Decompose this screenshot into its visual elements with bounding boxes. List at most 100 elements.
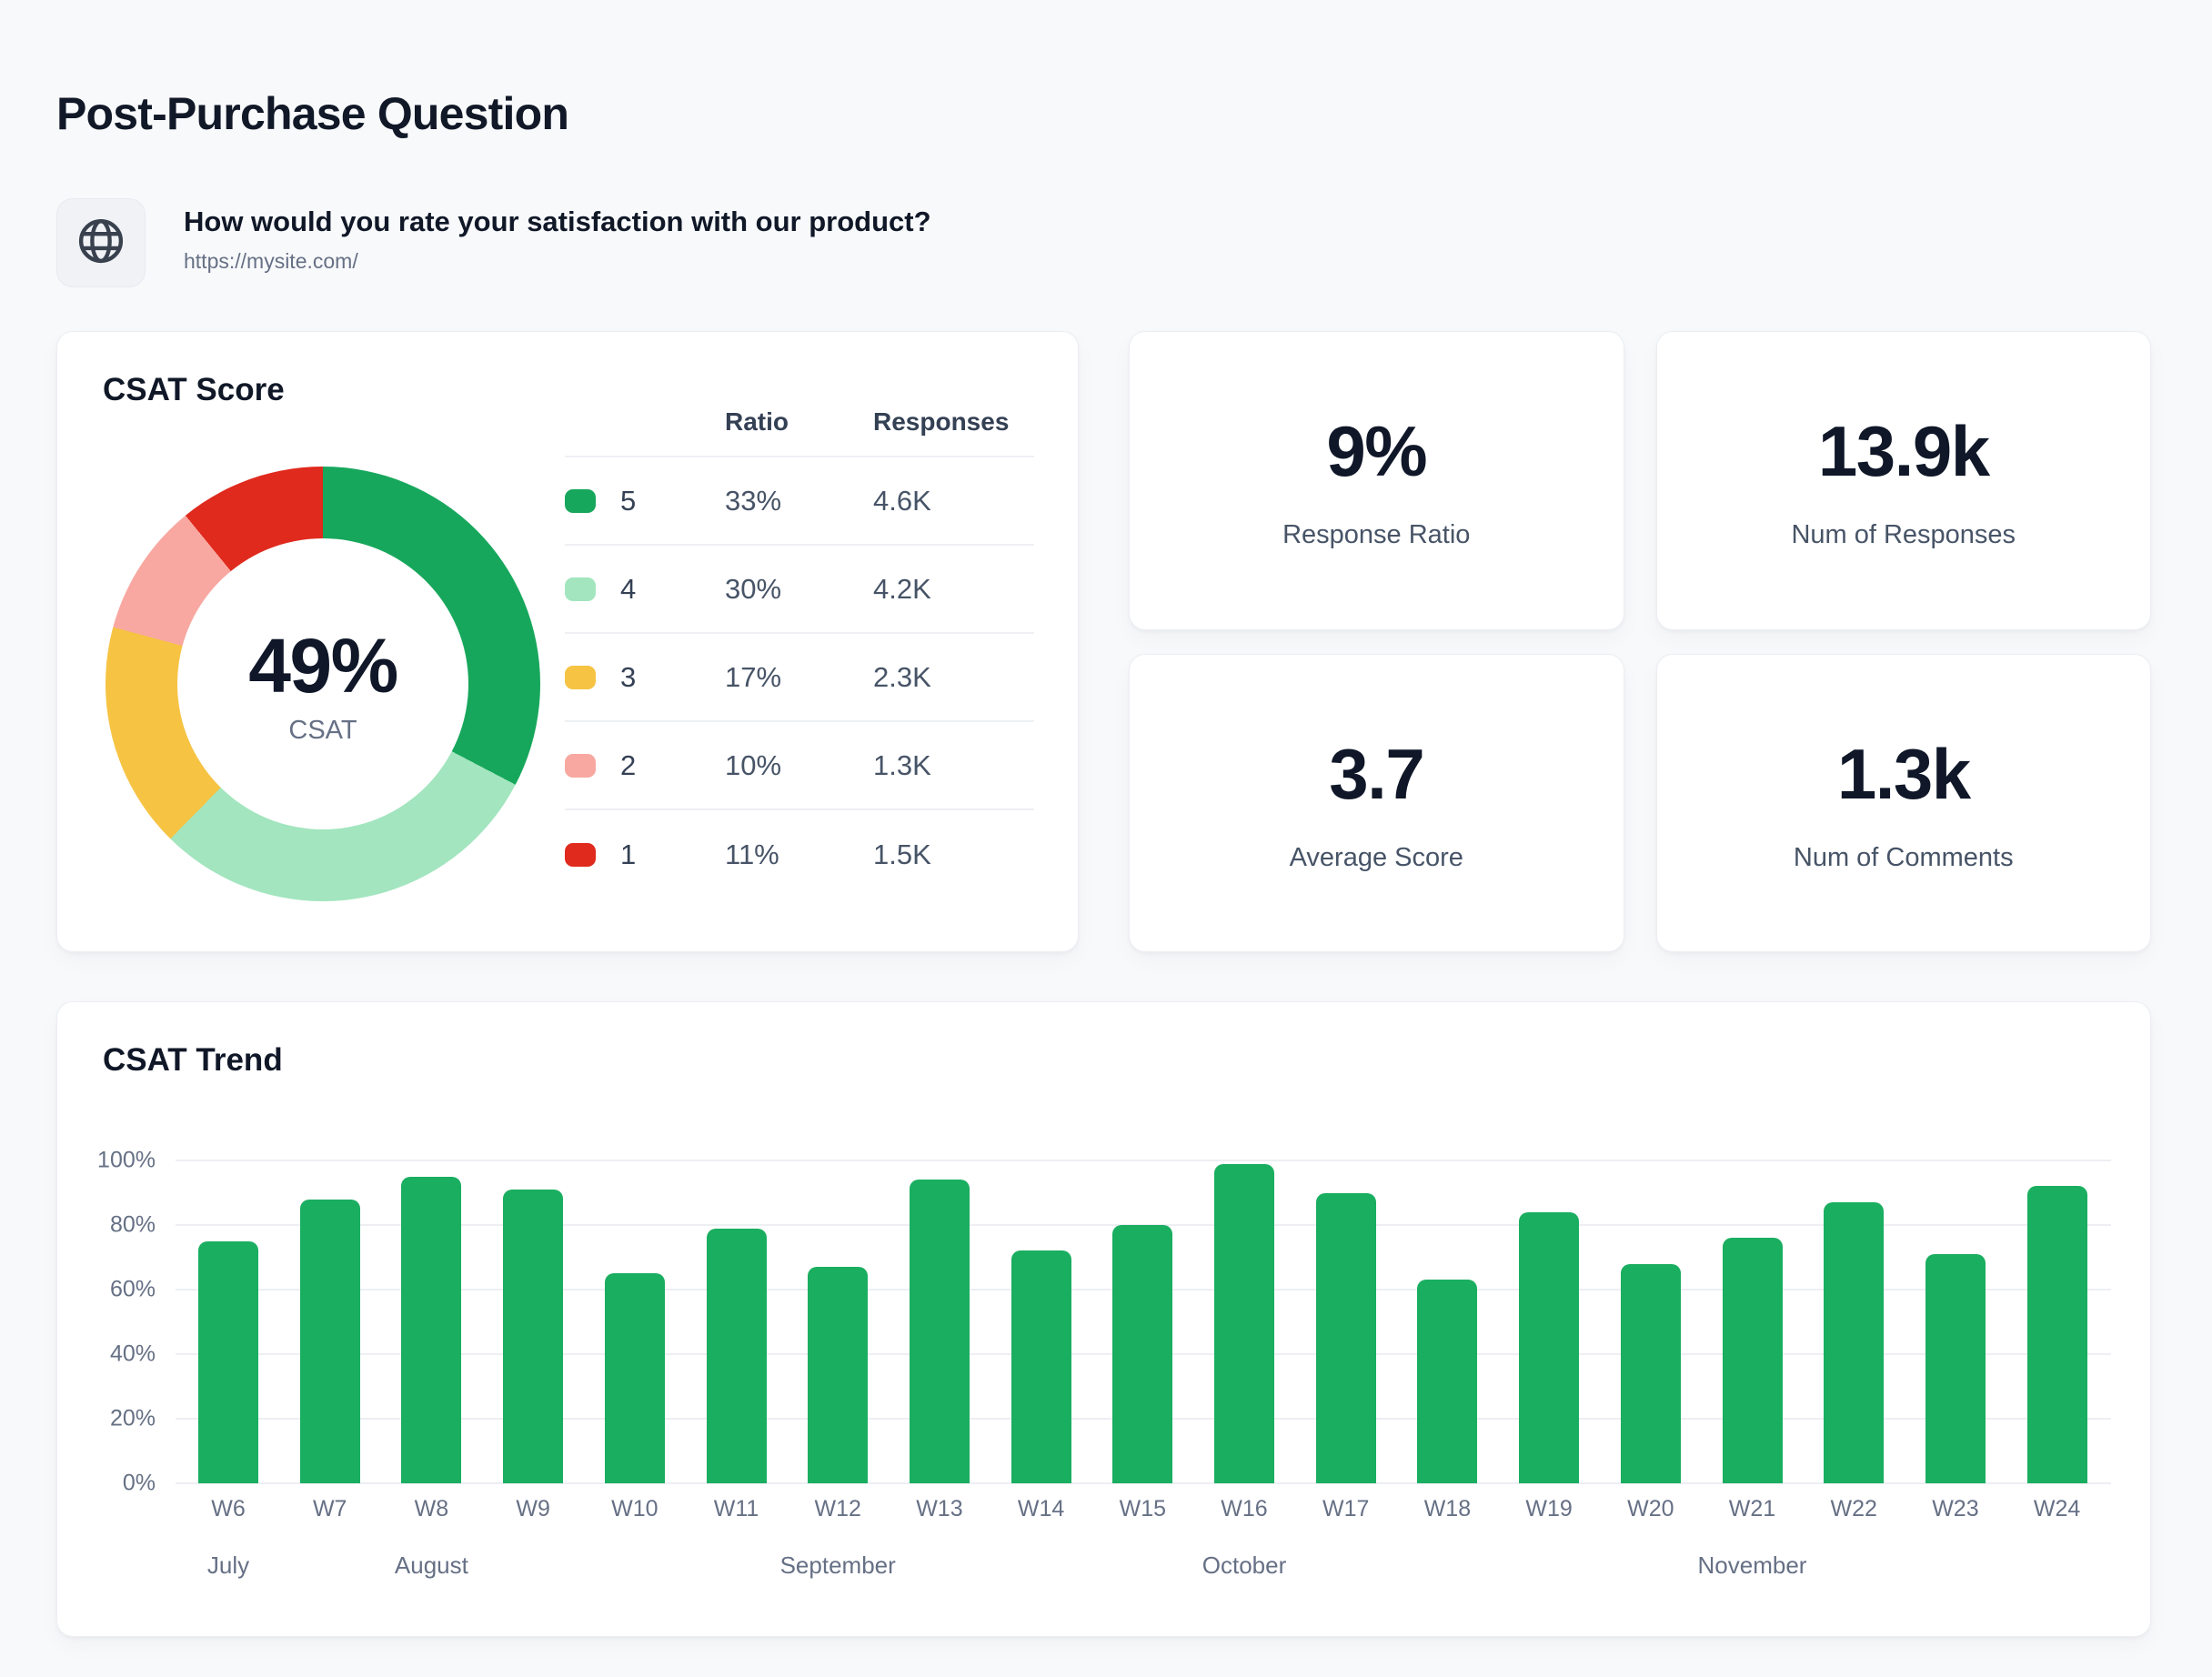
rating-legend: 2 (565, 749, 725, 782)
table-row-rating-5: 5 33% 4.6K (565, 457, 1034, 546)
x-axis-label-W23: W23 (1932, 1496, 1979, 1521)
month-label-november: November (1697, 1551, 1807, 1579)
legend-swatch-icon (565, 753, 596, 778)
trend-bar-W10[interactable] (604, 1273, 665, 1483)
rating-value: 1 (620, 838, 637, 870)
question-text: How would you rate your satisfaction wit… (184, 206, 931, 237)
trend-bar-W15[interactable] (1112, 1225, 1173, 1483)
x-axis-label-W6: W6 (211, 1496, 246, 1521)
x-axis-label-W9: W9 (516, 1496, 550, 1521)
trend-bar-W18[interactable] (1417, 1280, 1478, 1483)
trend-bar-W12[interactable] (808, 1267, 869, 1483)
stat-value: 1.3k (1836, 733, 1971, 814)
csat-score-title: CSAT Score (103, 372, 285, 407)
responses-cell: 2.3K (873, 660, 931, 693)
stat-cards-grid: 9% Response Ratio 13.9k Num of Responses 3.7… (1129, 331, 2151, 952)
page-title: Post-Purchase Question (56, 88, 569, 139)
responses-column-header: Responses (873, 407, 1010, 436)
rating-table-header: Ratio Responses (565, 388, 1034, 457)
trend-bar-W21[interactable] (1722, 1238, 1783, 1483)
trend-bar-W16[interactable] (1214, 1163, 1274, 1483)
x-axis-label-W15: W15 (1119, 1496, 1166, 1521)
ratio-column-header: Ratio (725, 407, 789, 436)
x-axis-label-W22: W22 (1830, 1496, 1877, 1521)
legend-swatch-icon (565, 488, 596, 513)
responses-cell: 1.3K (873, 748, 931, 781)
rating-table-body: 5 33% 4.6K 4 30% 4.2K 3 17% 2.3K 2 10% 1.3K 1 11% 1.5K (565, 457, 1034, 899)
rating-legend: 5 (565, 485, 725, 517)
y-axis-tick-20%: 20% (109, 1405, 156, 1431)
stat-value: 13.9k (1817, 411, 1990, 492)
x-axis-label-W19: W19 (1525, 1496, 1573, 1521)
x-axis-label-W10: W10 (611, 1496, 659, 1521)
trend-bar-W20[interactable] (1620, 1263, 1681, 1483)
x-axis-label-W13: W13 (916, 1496, 963, 1521)
gridline-0% (176, 1482, 2111, 1484)
trend-bar-W19[interactable] (1519, 1211, 1580, 1483)
x-axis-label-W14: W14 (1017, 1496, 1065, 1521)
trend-bar-W14[interactable] (1010, 1250, 1071, 1483)
stat-card-num-of-comments: 1.3k Num of Comments (1655, 653, 2151, 952)
csat-score-value: 49% (248, 623, 398, 708)
question-icon-box (56, 198, 146, 287)
trend-bar-W13[interactable] (909, 1180, 970, 1483)
x-axis-label-W21: W21 (1728, 1496, 1776, 1521)
trend-bar-W24[interactable] (2026, 1186, 2087, 1483)
csat-trend-title: CSAT Trend (103, 1042, 283, 1078)
rating-value: 3 (620, 660, 637, 693)
trend-bar-W22[interactable] (1824, 1202, 1885, 1483)
stat-label: Average Score (1289, 842, 1463, 872)
x-axis-label-W12: W12 (814, 1496, 861, 1521)
month-label-august: August (394, 1551, 468, 1579)
stat-card-num-of-responses: 13.9k Num of Responses (1655, 331, 2151, 630)
question-url: https://mysite.com/ (184, 249, 358, 273)
csat-score-card: CSAT Score 49% CSAT Ratio Responses 5 33%… (56, 331, 1079, 952)
x-axis-label-W18: W18 (1423, 1496, 1472, 1521)
csat-score-label: CSAT (288, 716, 357, 745)
x-axis-label-W24: W24 (2033, 1496, 2081, 1521)
stat-value: 3.7 (1329, 733, 1424, 814)
rating-legend: 4 (565, 573, 725, 606)
stat-label: Num of Comments (1793, 842, 2014, 872)
legend-swatch-icon (565, 577, 596, 601)
rating-legend: 3 (565, 661, 725, 694)
question-text-block: How would you rate your satisfaction wit… (184, 198, 931, 274)
legend-swatch-icon (565, 842, 596, 867)
question-block: How would you rate your satisfaction wit… (56, 198, 931, 287)
x-axis-label-W8: W8 (414, 1496, 449, 1521)
gridline-100% (176, 1160, 2111, 1161)
trend-bar-W17[interactable] (1315, 1192, 1376, 1483)
trend-bar-W9[interactable] (503, 1189, 564, 1483)
x-axis-label-W16: W16 (1221, 1496, 1268, 1521)
month-label-july: July (206, 1551, 250, 1579)
stat-card-response-ratio: 9% Response Ratio (1129, 331, 1624, 630)
trend-bar-W7[interactable] (299, 1199, 360, 1483)
table-row-rating-1: 1 11% 1.5K (565, 810, 1034, 899)
ratio-cell: 17% (725, 660, 782, 693)
rating-value: 4 (620, 572, 637, 605)
stat-label: Num of Responses (1791, 520, 2016, 550)
y-axis-tick-80%: 80% (109, 1211, 156, 1238)
trend-bar-W6[interactable] (198, 1240, 258, 1483)
rating-table: Ratio Responses 5 33% 4.6K 4 30% 4.2K 3 17% 2.3K… (565, 388, 1034, 899)
stat-card-average-score: 3.7 Average Score (1129, 653, 1624, 952)
y-axis-tick-0%: 0% (122, 1470, 156, 1496)
globe-icon (75, 216, 126, 271)
trend-bar-W8[interactable] (401, 1176, 462, 1483)
rating-value: 5 (620, 484, 637, 517)
csat-trend-card: CSAT Trend 100% 80% 60% 40% 20% 0% W6 W7 W8 W9 W10… (56, 1001, 2151, 1637)
x-axis-label-W11: W11 (713, 1496, 759, 1521)
x-axis-label-W17: W17 (1322, 1496, 1370, 1521)
x-axis-label-W20: W20 (1627, 1496, 1674, 1521)
csat-donut-chart[interactable]: 49% CSAT (106, 467, 540, 901)
responses-cell: 1.5K (873, 838, 931, 870)
stat-label: Response Ratio (1282, 520, 1471, 550)
trend-bar-W23[interactable] (1925, 1253, 1986, 1483)
trend-bar-W11[interactable] (706, 1228, 767, 1483)
trend-plot-area: 100% 80% 60% 40% 20% 0% W6 W7 W8 W9 W10 W11 W12 W13 W1… (97, 1148, 2111, 1579)
table-row-rating-4: 4 30% 4.2K (565, 546, 1034, 634)
y-axis-tick-40%: 40% (109, 1341, 156, 1367)
x-axis-label-W7: W7 (312, 1496, 347, 1521)
rating-legend: 1 (565, 838, 725, 871)
donut-center: 49% CSAT (177, 538, 468, 829)
